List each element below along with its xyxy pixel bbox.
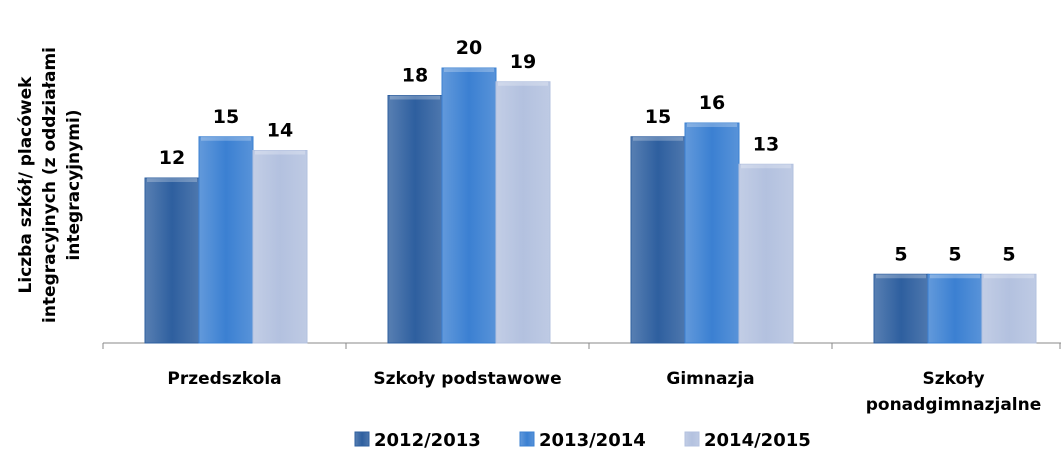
data-label: 5 bbox=[894, 243, 907, 265]
bar bbox=[981, 273, 1037, 344]
legend-label: 2012/2013 bbox=[374, 430, 481, 451]
data-label: 16 bbox=[699, 92, 725, 114]
y-axis-title: Liczba szkół/ placówek bbox=[16, 76, 36, 294]
data-label: 13 bbox=[753, 133, 779, 155]
bar-top bbox=[255, 150, 305, 155]
bar bbox=[630, 136, 686, 344]
bar bbox=[738, 163, 794, 344]
bar bbox=[684, 122, 740, 344]
legend-label: 2014/2015 bbox=[704, 430, 811, 451]
bar-top bbox=[633, 136, 683, 141]
bar bbox=[387, 95, 443, 344]
data-label: 15 bbox=[213, 106, 239, 128]
bar-top bbox=[687, 123, 737, 127]
bar-top bbox=[984, 274, 1034, 279]
legend-swatch bbox=[684, 431, 700, 447]
bar bbox=[198, 136, 254, 344]
data-label: 5 bbox=[948, 243, 961, 265]
data-label: 20 bbox=[456, 37, 482, 59]
data-label: 14 bbox=[267, 120, 293, 142]
bar-top bbox=[201, 136, 251, 141]
data-label: 18 bbox=[402, 65, 428, 87]
data-label: 5 bbox=[1002, 243, 1015, 265]
bar bbox=[495, 81, 551, 344]
x-tick-label: Szkoły ponadgimnazjalne bbox=[865, 369, 1042, 415]
x-tick-label: Szkoły podstawowe bbox=[373, 369, 562, 389]
bar-top bbox=[444, 68, 494, 72]
bar bbox=[873, 273, 929, 344]
legend-swatch bbox=[354, 431, 370, 447]
legend-swatch bbox=[519, 431, 535, 447]
bar bbox=[144, 177, 200, 344]
y-axis-title: integracyjnymi) bbox=[64, 109, 84, 260]
bar-top bbox=[741, 164, 791, 169]
x-tick-label: Przedszkola bbox=[167, 369, 282, 389]
bar-top bbox=[930, 274, 980, 279]
bar-top bbox=[147, 178, 197, 182]
legend-label: 2013/2014 bbox=[539, 430, 646, 451]
x-tick-label: Gimnazja bbox=[666, 369, 755, 389]
y-axis-title: integracyjnych (z oddziałami bbox=[40, 47, 60, 323]
bar-top bbox=[390, 95, 440, 100]
bar bbox=[252, 150, 308, 344]
data-label: 12 bbox=[159, 147, 185, 169]
bar-top bbox=[498, 81, 548, 86]
data-label: 15 bbox=[645, 106, 671, 128]
bar bbox=[441, 67, 497, 344]
data-label: 19 bbox=[510, 51, 536, 73]
bar-top bbox=[876, 274, 926, 279]
bar bbox=[927, 273, 983, 344]
